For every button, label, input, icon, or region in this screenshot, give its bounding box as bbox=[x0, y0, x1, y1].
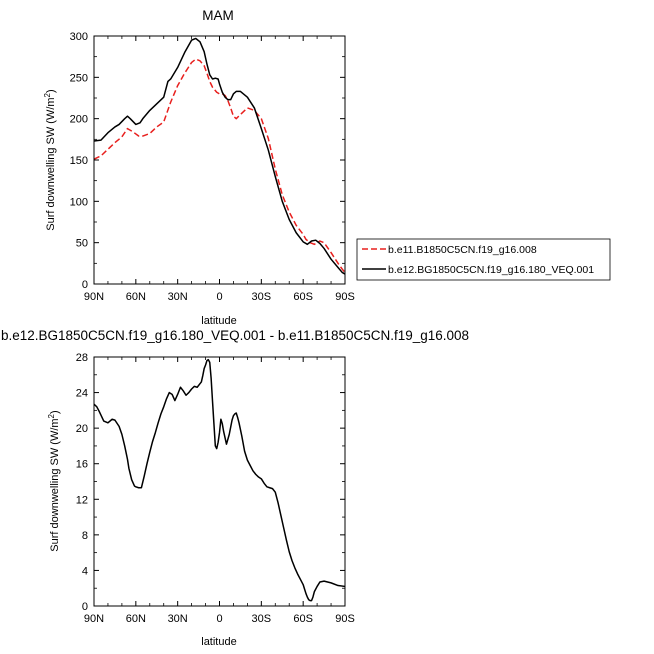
legend-label-series-2: b.e12.BG1850C5CN.f19_g16.180_VEQ.001 bbox=[388, 264, 594, 276]
bottom-chart-y-axis-label-main: Surf downwelling SW (W/m bbox=[49, 418, 61, 551]
top-chart-y-tick-label: 200 bbox=[70, 114, 88, 126]
top-chart: MAM 90N 60N 30N 0 30S 60S 90S 0 50 100 150 200 250 3… bbox=[43, 8, 355, 327]
top-chart-plot-frame bbox=[93, 35, 346, 285]
top-chart-series bbox=[93, 37, 346, 275]
bottom-chart-x-tick-label: 90N bbox=[84, 613, 104, 625]
bottom-chart: b.e12.BG1850C5CN.f19_g16.180_VEQ.001 - b… bbox=[1, 328, 469, 648]
top-chart-y-tick-label: 100 bbox=[70, 196, 88, 208]
legend: b.e11.B1850C5CN.f19_g16.008 b.e12.BG1850… bbox=[356, 238, 611, 281]
top-chart-x-tick-labels: 90N 60N 30N 0 30S 60S 90S bbox=[84, 291, 355, 303]
top-chart-x-tick-label: 90N bbox=[84, 291, 104, 303]
bottom-chart-y-tick-labels: 0 4 8 12 16 20 24 28 bbox=[76, 352, 88, 613]
bottom-chart-y-axis-label-superscript: 2 bbox=[47, 413, 56, 418]
bottom-chart-x-axis-label: latitude bbox=[201, 636, 236, 648]
top-chart-title: MAM bbox=[202, 8, 234, 23]
bottom-chart-y-tick-label: 0 bbox=[82, 601, 88, 613]
top-chart-y-tick-label: 50 bbox=[76, 238, 88, 250]
top-chart-x-tick-label: 30S bbox=[252, 291, 272, 303]
bottom-chart-x-tick-label: 0 bbox=[216, 613, 222, 625]
top-chart-y-tick-label: 150 bbox=[70, 155, 88, 167]
top-chart-x-tick-label: 0 bbox=[216, 291, 222, 303]
bottom-chart-x-tick-label: 60S bbox=[293, 613, 313, 625]
bottom-chart-series bbox=[93, 358, 346, 602]
bottom-chart-x-tick-label: 30S bbox=[252, 613, 272, 625]
bottom-chart-x-tick-labels: 90N 60N 30N 0 30S 60S 90S bbox=[84, 613, 355, 625]
top-chart-y-tick-label: 300 bbox=[70, 31, 88, 43]
bottom-chart-y-tick-label: 16 bbox=[76, 459, 88, 471]
top-chart-y-axis-label-superscript: 2 bbox=[43, 92, 52, 97]
top-chart-x-axis-label: latitude bbox=[201, 315, 236, 327]
top-chart-series-line-2 bbox=[93, 37, 346, 275]
top-chart-x-tick-label: 60S bbox=[293, 291, 313, 303]
bottom-chart-y-tick-label: 28 bbox=[76, 352, 88, 364]
bottom-chart-y-tick-label: 20 bbox=[76, 423, 88, 435]
bottom-chart-y-axis-label-suffix: ) bbox=[49, 410, 61, 414]
bottom-chart-series-line-1 bbox=[93, 358, 346, 602]
bottom-chart-title: b.e12.BG1850C5CN.f19_g16.180_VEQ.001 - b… bbox=[1, 328, 469, 343]
top-chart-x-tick-label: 90S bbox=[335, 291, 355, 303]
bottom-chart-x-tick-label: 60N bbox=[126, 613, 146, 625]
bottom-chart-y-tick-label: 24 bbox=[76, 388, 88, 400]
top-chart-x-tick-label: 30N bbox=[168, 291, 188, 303]
bottom-chart-y-tick-label: 8 bbox=[82, 530, 88, 542]
top-chart-y-axis-label: Surf downwelling SW (W/m2) bbox=[43, 89, 57, 230]
bottom-chart-x-tick-label: 30N bbox=[168, 613, 188, 625]
top-chart-y-tick-label: 0 bbox=[82, 279, 88, 291]
top-chart-y-tick-label: 250 bbox=[70, 72, 88, 84]
top-chart-series-line-1 bbox=[93, 58, 346, 273]
top-chart-y-axis-label-suffix: ) bbox=[45, 89, 57, 93]
bottom-chart-y-tick-label: 12 bbox=[76, 494, 88, 506]
top-chart-y-axis-label-main: Surf downwelling SW (W/m bbox=[45, 97, 57, 230]
legend-label-series-1: b.e11.B1850C5CN.f19_g16.008 bbox=[388, 244, 537, 256]
legend-box bbox=[356, 238, 611, 281]
top-chart-ticks bbox=[93, 35, 346, 285]
bottom-chart-x-tick-label: 90S bbox=[335, 613, 355, 625]
top-chart-x-tick-label: 60N bbox=[126, 291, 146, 303]
bottom-chart-y-tick-label: 4 bbox=[82, 565, 88, 577]
bottom-chart-plot-frame bbox=[93, 356, 346, 607]
bottom-chart-y-axis-label: Surf downwelling SW (W/m2) bbox=[47, 410, 61, 551]
top-chart-y-tick-labels: 0 50 100 150 200 250 300 bbox=[70, 31, 88, 291]
